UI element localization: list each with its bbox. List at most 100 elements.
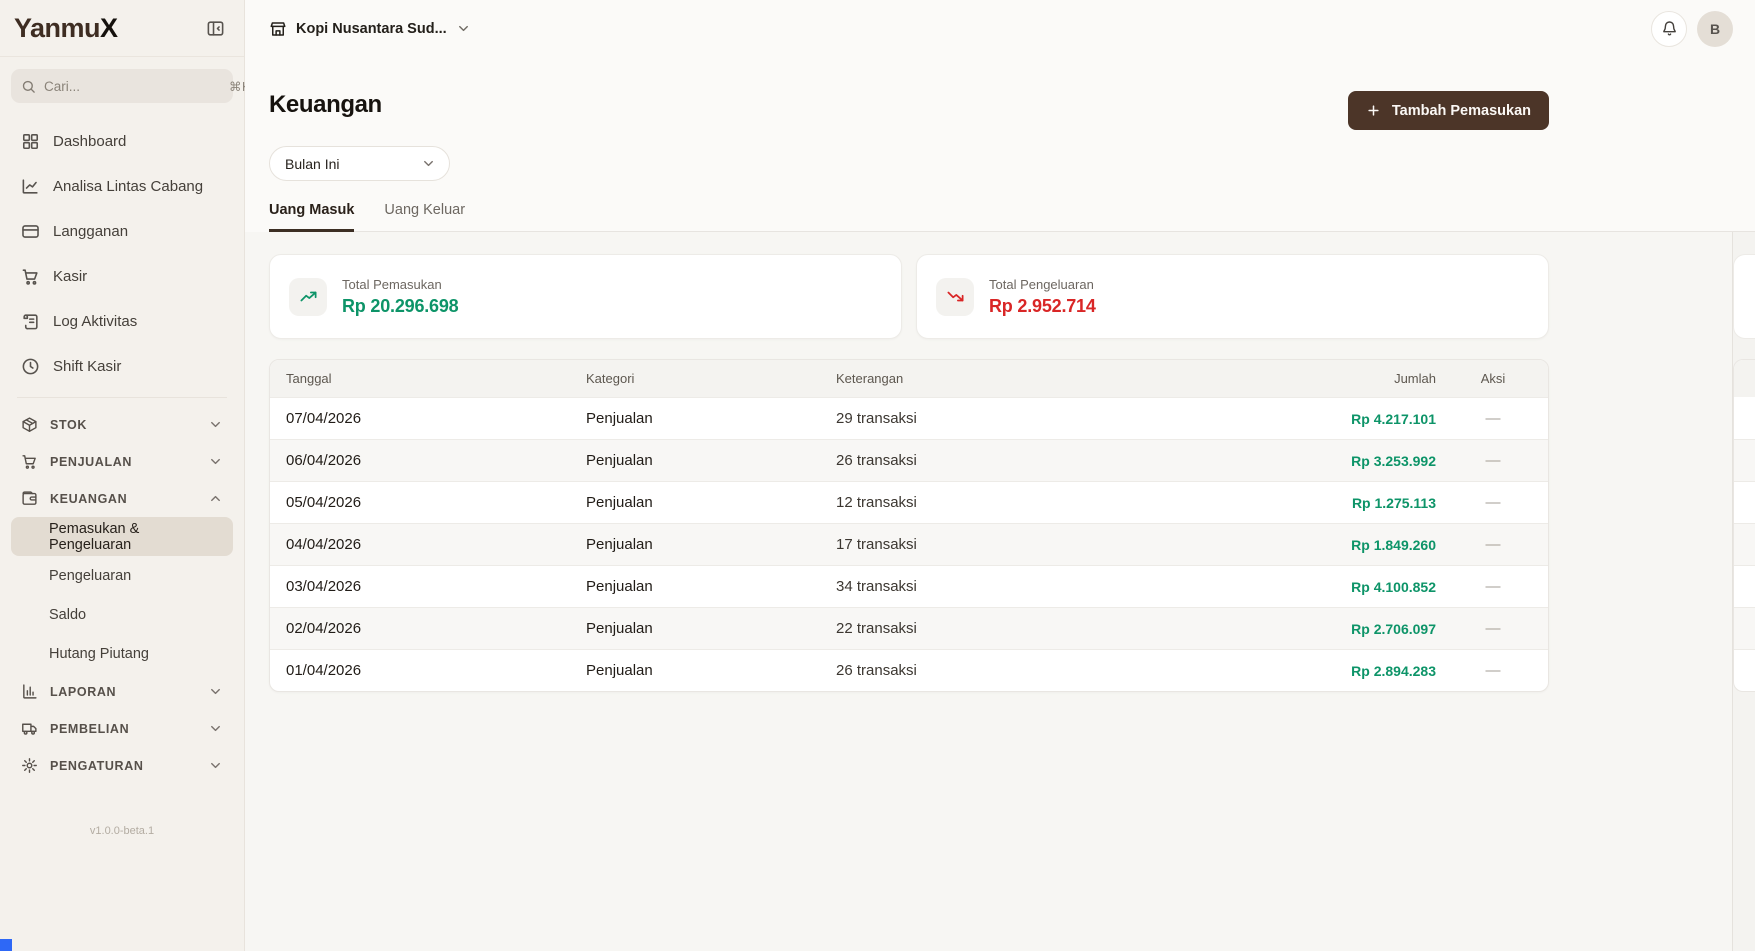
sidebar-item-pengeluaran[interactable]: Pengeluaran [11,556,233,595]
user-avatar[interactable]: B [1697,10,1733,47]
chevron-up-icon [208,491,223,506]
cell-keterangan: 26 transaksi [836,452,917,469]
cell-jumlah: Rp 2.894.283 [1351,662,1436,679]
chevron-down-icon [208,417,223,432]
avatar-initial: B [1709,20,1721,37]
section-label: LAPORAN [50,684,117,699]
line-chart-icon [21,177,40,196]
sidebar-collapse-button[interactable] [202,15,228,41]
cell-kategori: Penjualan [586,536,653,553]
truck-icon [21,720,38,737]
sidebar-item-kasir[interactable]: Kasir [11,254,233,299]
notifications-button[interactable] [1651,10,1687,47]
cell-aksi: — [1485,578,1501,595]
plus-icon [1366,103,1381,118]
sidebar-divider [17,397,227,398]
table-row: 02/04/2026 Penjualan 22 transaksi Rp 2.7… [270,607,1548,649]
cell-tanggal: 07/04/2026 [286,410,362,427]
sub-item-label: Saldo [49,606,87,623]
search-field[interactable]: ⌘K [11,69,250,103]
section-label: KEUANGAN [50,491,128,506]
package-icon [21,416,38,433]
add-income-button[interactable]: Tambah Pemasukan [1347,91,1549,130]
sidebar-item-shift-kasir[interactable]: Shift Kasir [11,344,233,389]
cell-keterangan: 26 transaksi [836,662,917,679]
section-label: STOK [50,417,87,432]
sidebar-item-log-aktivitas[interactable]: Log Aktivitas [11,299,233,344]
table-row: 01/04/2026 Penjualan 26 transaksi Rp 2.8… [270,649,1548,691]
section-label: PENJUALAN [50,454,133,469]
column-header-jumlah: Jumlah [1394,371,1436,386]
table-row: 05/04/2026 Penjualan 12 transaksi Rp 1.2… [270,481,1548,523]
cell-tanggal: 05/04/2026 [286,494,362,511]
cell-tanggal: 04/04/2026 [286,536,362,553]
column-header-tanggal: Tanggal [286,371,332,386]
store-selector[interactable]: Kopi Nusantara Sud... [269,20,471,38]
tab-uang-masuk[interactable]: Uang Masuk [269,202,355,232]
sub-item-label: Hutang Piutang [49,645,149,662]
table-header-row: Tanggal Kategori Keterangan Jumlah Aksi [270,360,1548,397]
cell-jumlah: Rp 1.849.260 [1351,536,1436,553]
cell-aksi: — [1485,410,1501,427]
gear-icon [21,757,38,774]
sidebar: YanmuX ⌘K Dashboard Analisa Lintas Caban… [0,0,250,951]
bar-chart-icon [21,683,38,700]
cell-tanggal: 03/04/2026 [286,578,362,595]
dashboard-grid-icon [21,132,40,151]
main-area: Kopi Nusantara Sud... B Keuangan Tambah … [245,0,1755,951]
app-logo-accent: X [100,12,118,43]
sidebar-item-pemasukan-pengeluaran[interactable]: Pemasukan & Pengeluaran [11,517,233,556]
total-income-value: Rp 20.296.698 [342,295,459,316]
sidebar-item-label: Kasir [53,268,88,285]
cell-tanggal: 02/04/2026 [286,620,362,637]
sidebar-item-saldo[interactable]: Saldo [11,595,233,634]
sidebar-section-stok[interactable]: STOK [11,406,233,443]
chevron-down-icon [208,684,223,699]
scroll-log-icon [21,312,40,331]
sidebar-section-pembelian[interactable]: PEMBELIAN [11,710,233,747]
sliver-card-edge [1733,254,1755,339]
cell-jumlah: Rp 1.275.113 [1351,494,1436,511]
sliver-table-edge [1733,359,1755,692]
credit-card-icon [21,222,40,241]
sidebar-section-keuangan[interactable]: KEUANGAN [11,480,233,517]
period-filter-value: Bulan Ini [285,155,340,172]
cell-kategori: Penjualan [586,662,653,679]
cell-kategori: Penjualan [586,452,653,469]
trending-down-icon [936,277,974,316]
cell-keterangan: 17 transaksi [836,536,917,553]
sidebar-section-laporan[interactable]: LAPORAN [11,673,233,710]
column-header-aksi: Aksi [1480,371,1506,386]
store-name: Kopi Nusantara Sud... [296,20,447,37]
sidebar-item-hutang-piutang[interactable]: Hutang Piutang [11,634,233,673]
cell-aksi: — [1485,452,1501,469]
total-income-card: Total Pemasukan Rp 20.296.698 [269,254,902,339]
sidebar-section-penjualan[interactable]: PENJUALAN [11,443,233,480]
app-logo-main: Yanmu [14,12,101,43]
shopping-cart-icon [21,267,40,286]
chevron-down-icon [421,156,436,171]
page-header: Keuangan Tambah Pemasukan Bulan Ini Uang… [245,57,1755,232]
app-logo: YanmuX [14,13,118,44]
cell-aksi: — [1485,536,1501,553]
sidebar-item-label: Log Aktivitas [53,313,138,330]
period-filter-select[interactable]: Bulan Ini [269,146,450,181]
cell-aksi: — [1485,494,1501,511]
sidebar-item-label: Langganan [53,223,129,240]
cell-aksi: — [1485,620,1501,637]
sub-item-label: Pemasukan & Pengeluaran [49,520,140,553]
sidebar-item-dashboard[interactable]: Dashboard [11,119,233,164]
sidebar-item-analisa-lintas-cabang[interactable]: Analisa Lintas Cabang [11,164,233,209]
cell-keterangan: 12 transaksi [836,494,917,511]
sidebar-section-pengaturan[interactable]: PENGATURAN [11,747,233,784]
page-body: Total Pemasukan Rp 20.296.698 Total Peng… [245,232,1755,951]
table-row: 07/04/2026 Penjualan 29 transaksi Rp 4.2… [270,397,1548,439]
tab-uang-keluar[interactable]: Uang Keluar [384,202,466,218]
cell-tanggal: 06/04/2026 [286,452,362,469]
sidebar-nav: Dashboard Analisa Lintas Cabang Langgana… [0,109,244,951]
column-header-kategori: Kategori [586,371,635,386]
chevron-down-icon [208,721,223,736]
search-input[interactable] [44,78,221,94]
sidebar-item-langganan[interactable]: Langganan [11,209,233,254]
search-icon [21,79,36,94]
